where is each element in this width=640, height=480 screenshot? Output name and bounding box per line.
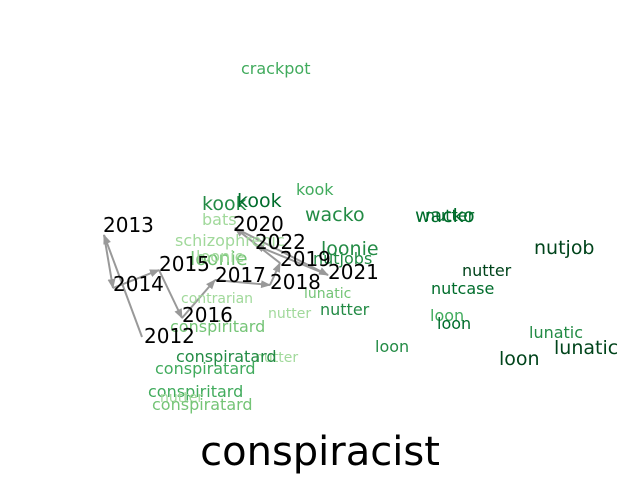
neighbor-word: loon — [499, 348, 540, 370]
neighbor-word: conspiritard — [148, 382, 243, 401]
neighbor-word: nutter — [268, 306, 311, 322]
year-label-2019: 2019 — [280, 247, 331, 271]
neighbor-word: nutjobs — [313, 249, 372, 268]
arrow-2020-to-2021 — [234, 227, 329, 276]
year-label-2021: 2021 — [328, 260, 379, 284]
neighbor-word: kook — [296, 180, 334, 199]
year-label-2018: 2018 — [270, 270, 321, 294]
neighbor-word: wacko — [305, 204, 365, 226]
neighbor-word: loonie — [196, 247, 244, 266]
year-label-2013: 2013 — [103, 213, 154, 237]
neighbor-word: nutter — [255, 350, 298, 366]
neighbor-word: loon — [430, 306, 464, 325]
arrow-2014-to-2015 — [112, 269, 160, 289]
neighbor-word: conspiratard — [152, 395, 253, 414]
neighbor-word: schizophrenic — [175, 231, 285, 250]
year-label-2016: 2016 — [182, 303, 233, 327]
trajectory-arrows — [103, 227, 329, 338]
neighbor-word: loonie — [190, 248, 248, 270]
neighbor-word: crackpot — [241, 59, 310, 78]
arrow-2012-to-2013 — [103, 234, 143, 338]
neighbor-word: conspiritard — [170, 317, 265, 336]
neighbor-word: nutcase — [431, 279, 494, 298]
neighbor-word: nutjob — [534, 237, 595, 259]
neighbor-word: kook — [237, 190, 282, 212]
arrow-2017-to-2018 — [214, 279, 271, 289]
arrow-2021-to-2022 — [254, 244, 329, 276]
target-word-title: conspiracist — [200, 429, 440, 475]
year-label-2015: 2015 — [159, 252, 210, 276]
year-label-2014: 2014 — [113, 272, 164, 296]
neighbor-word: lunatic — [529, 323, 583, 342]
neighbor-word: wacko — [415, 205, 475, 227]
year-label-2012: 2012 — [144, 324, 195, 348]
neighbor-word: bats — [202, 210, 237, 229]
neighbor-word: loon — [375, 337, 409, 356]
neighbor-word: nutter — [425, 206, 475, 225]
arrow-2015-to-2016 — [158, 269, 183, 319]
neighbor-word: lunatic — [304, 286, 351, 302]
neighbor-word: contrarian — [181, 291, 253, 307]
arrow-2018-to-2019 — [269, 262, 281, 286]
neighbor-word: kook — [202, 193, 247, 215]
neighbor-word: nutter — [160, 390, 203, 406]
year-label-2020: 2020 — [233, 212, 284, 236]
arrow-2013-to-2014 — [103, 234, 116, 289]
neighbor-word: lunatic — [554, 337, 618, 359]
neighbor-word: nutter — [462, 261, 512, 280]
neighbor-word: loonie — [321, 238, 379, 260]
neighbor-word: loon — [437, 314, 471, 333]
neighbor-word: conspiratard — [155, 359, 256, 378]
arrow-2016-to-2017 — [181, 279, 216, 319]
year-label-2017: 2017 — [215, 263, 266, 287]
neighbor-word: nutter — [320, 300, 370, 319]
neighbor-word: conspiratard — [176, 347, 277, 366]
year-label-2022: 2022 — [255, 230, 306, 254]
